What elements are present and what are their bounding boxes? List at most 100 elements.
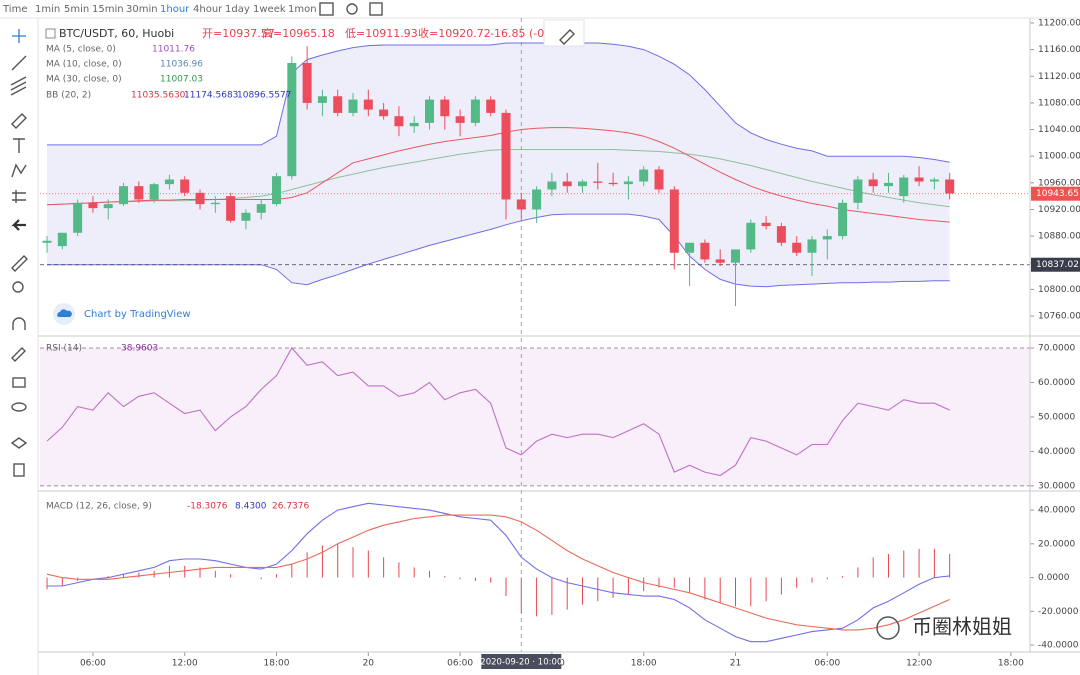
layers-tool[interactable] [10, 437, 28, 449]
candle-body [669, 189, 679, 253]
text-tool[interactable] [13, 138, 25, 153]
ohlc-high: 高=10965.18 [262, 26, 335, 40]
ruler-tool[interactable] [11, 255, 28, 272]
candle-body [272, 176, 282, 205]
interval-button[interactable]: 1hour [160, 4, 190, 15]
candle-body [42, 240, 52, 243]
candle-body [226, 196, 236, 221]
candle-body [547, 181, 557, 190]
interval-button[interactable]: 1mon [288, 4, 317, 15]
level-price-tag: 10837.02 [1036, 260, 1079, 270]
candle-body [868, 179, 878, 187]
candle-body [333, 96, 343, 113]
visibility-tool[interactable] [11, 402, 27, 412]
crosshair-label-bg [481, 654, 562, 669]
interval-button[interactable]: 1week [253, 4, 286, 15]
credit[interactable]: Chart by TradingView [84, 309, 191, 320]
candle-body [57, 232, 67, 247]
candle-body [180, 179, 190, 193]
candle-body [807, 239, 817, 253]
popup-box[interactable] [543, 19, 585, 47]
back-tool[interactable] [11, 219, 26, 231]
magnet-tool[interactable] [12, 317, 26, 330]
last-price-tag-bg [1031, 186, 1080, 201]
bb-fill [47, 43, 950, 287]
x-tick-label: 18:00 [264, 659, 290, 669]
y-tick-label: 40.0000 [1038, 506, 1075, 516]
x-tick-label: 12:00 [906, 659, 932, 669]
candle-body [486, 99, 496, 113]
candle-body [914, 177, 924, 182]
collapse-icon[interactable] [45, 28, 56, 39]
macd-dif-line [47, 502, 950, 643]
y-tick-label: -20.0000 [1038, 607, 1079, 617]
ohlc-open: 开=10937.57 [202, 27, 275, 40]
fib-tool[interactable] [10, 76, 27, 96]
candle-body [134, 186, 144, 200]
macd-dif-value: 8.4300 [235, 502, 267, 512]
macd-hist-value: -18.3076 [187, 502, 228, 512]
crosshair-tool[interactable] [12, 29, 26, 43]
x-tick-label: 18:00 [631, 659, 657, 669]
bb-basis-value: 11035.5630 [131, 91, 186, 101]
y-tick-label: 11080.00 [1038, 98, 1080, 108]
interval-button[interactable]: 5min [64, 4, 89, 15]
screenshot-icon[interactable] [369, 2, 383, 16]
brush-tool[interactable] [11, 113, 27, 129]
candle-body [440, 99, 450, 117]
y-tick-label: 10920.00 [1038, 205, 1080, 215]
candle-body [776, 226, 786, 243]
zoom-tool[interactable] [12, 281, 24, 293]
candle-body [593, 181, 603, 183]
interval-button[interactable]: Time [2, 4, 27, 15]
y-tick-label: 10880.00 [1038, 232, 1080, 242]
candle-body [685, 242, 695, 253]
lock-drawing-tool[interactable] [11, 347, 26, 362]
watermark: 币圈林姐姐 [912, 615, 1012, 639]
rsi-band [40, 348, 1030, 486]
y-tick-label: 10760.00 [1038, 312, 1080, 322]
interval-button[interactable]: 1day [225, 4, 250, 15]
interval-button[interactable]: 30min [126, 4, 158, 15]
ma10-label: MA (10, close, 0) [46, 60, 122, 70]
y-tick-label: 20.0000 [1038, 539, 1075, 549]
interval-button[interactable]: 4hour [193, 4, 223, 15]
trend-line-tool[interactable] [11, 55, 27, 71]
toolbar-icons [319, 2, 383, 16]
candle-body [73, 202, 83, 233]
candle-body [210, 202, 220, 205]
legend: BTC/USDT, 60, Huobi 开=10937.57 高=10965.1… [45, 26, 544, 512]
y-tick-label: 50.0000 [1038, 412, 1075, 422]
macd-label: MACD (12, 26, close, 9) [46, 502, 152, 512]
candle-body [409, 122, 419, 127]
candle-body [578, 181, 588, 187]
bb-label: BB (20, 2) [46, 91, 91, 101]
left-toolbar [10, 18, 39, 675]
tv-logo-cloud [57, 309, 72, 317]
interval-button[interactable]: 15min [92, 4, 124, 15]
settings-icon[interactable] [346, 3, 358, 15]
candle-body [822, 236, 832, 240]
candle-body [501, 112, 511, 200]
ma5-label: MA (5, close, 0) [46, 45, 116, 55]
top-toolbar [0, 0, 1080, 18]
pattern-tool[interactable] [11, 163, 27, 178]
macd-dea-line [46, 514, 950, 631]
candle-body [639, 169, 649, 182]
candle-body [119, 186, 129, 205]
macd-dea-value: 26.7376 [272, 502, 309, 512]
rsi-label: RSI (14) [46, 344, 82, 354]
interval-button[interactable]: 1min [35, 4, 60, 15]
x-tick-label: 20 [363, 659, 375, 669]
popup-brush[interactable] [559, 29, 575, 45]
delete-tool[interactable] [13, 463, 25, 477]
y-tick-label: 60.0000 [1038, 378, 1075, 388]
candle-body [608, 182, 618, 185]
lock-tool[interactable] [12, 377, 26, 388]
x-tick-label: 06:00 [80, 659, 106, 669]
compare-icon[interactable] [319, 2, 334, 16]
ma5-value: 11011.76 [152, 45, 195, 55]
prediction-tool[interactable] [12, 190, 26, 203]
candle-body [470, 99, 480, 123]
